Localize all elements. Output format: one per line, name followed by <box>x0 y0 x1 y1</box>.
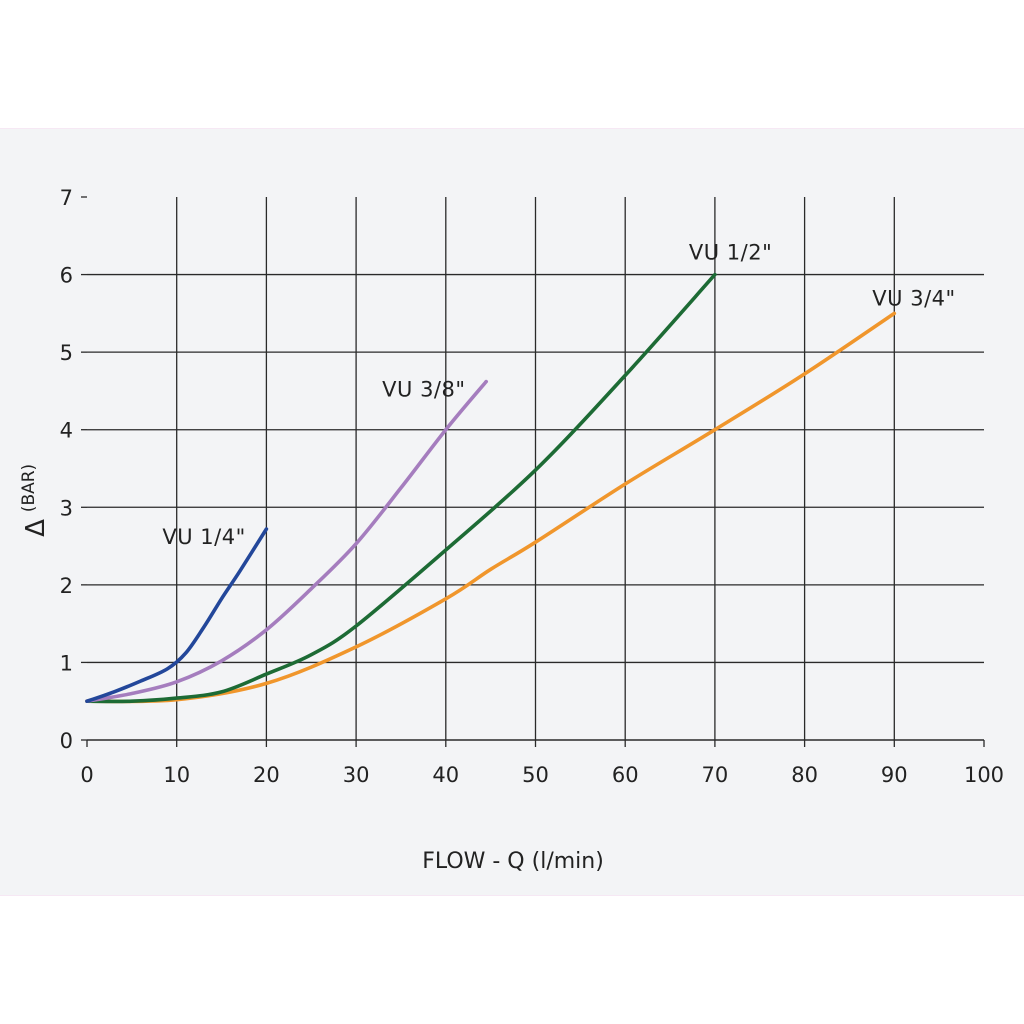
y-axis-title-group: Δ (BAR) <box>19 464 51 537</box>
series-line-3 <box>85 311 897 704</box>
y-tick-label-1: 1 <box>60 651 73 675</box>
series-labels: VU 1/4" VU 3/8" VU 1/2" VU 3/4" <box>162 241 955 549</box>
y-tick-label-7: 7 <box>60 186 73 210</box>
x-tick-label-30: 30 <box>343 763 370 787</box>
chart-panel <box>0 129 1024 895</box>
y-tick-label-4: 4 <box>60 419 73 443</box>
series-label-3: VU 3/4" <box>872 286 955 310</box>
x-axis-title: FLOW - Q (l/min) <box>422 849 604 874</box>
delta-symbol: Δ <box>21 519 51 537</box>
series-line-1 <box>85 379 488 703</box>
y-tick-label-0: 0 <box>60 729 73 753</box>
y-axis-title: (BAR) <box>19 464 39 512</box>
series-line-0 <box>85 527 269 703</box>
x-tick-label-20: 20 <box>253 763 280 787</box>
x-tick-label-90: 90 <box>881 763 908 787</box>
top-divider <box>0 128 1024 129</box>
series-line-2 <box>85 272 717 704</box>
y-tick-label-5: 5 <box>60 341 73 365</box>
x-tick-label-70: 70 <box>702 763 729 787</box>
series-lines <box>85 272 897 704</box>
y-tick-label-3: 3 <box>60 496 73 520</box>
series-label-0: VU 1/4" <box>162 525 245 549</box>
x-tick-label-40: 40 <box>432 763 459 787</box>
series-label-1: VU 3/8" <box>382 378 465 402</box>
y-tick-label-6: 6 <box>60 264 73 288</box>
x-tick-label-80: 80 <box>791 763 818 787</box>
x-tick-label-10: 10 <box>163 763 190 787</box>
axes <box>81 196 985 747</box>
x-tick-label-60: 60 <box>612 763 639 787</box>
tick-labels: 0 10 20 30 40 50 60 70 80 90 100 0 1 2 3 4 5 6 7 <box>60 186 1004 787</box>
bottom-divider <box>0 895 1024 896</box>
x-tick-label-0: 0 <box>80 763 93 787</box>
x-tick-label-50: 50 <box>522 763 549 787</box>
y-tick-label-2: 2 <box>60 574 73 598</box>
series-label-2: VU 1/2" <box>689 241 772 265</box>
x-tick-label-100: 100 <box>964 763 1004 787</box>
